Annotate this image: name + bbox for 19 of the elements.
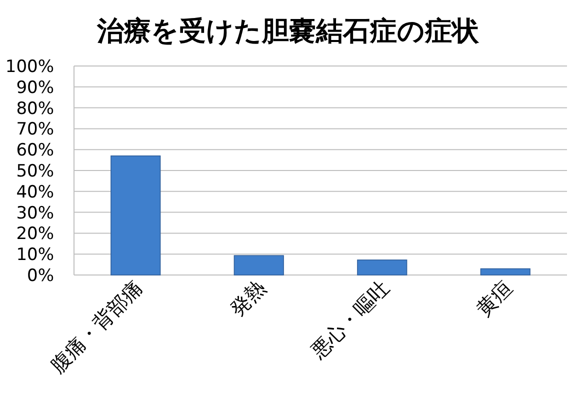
x-tick-label: 発熱 [225,276,270,321]
x-tick-label: 悪心・嘔吐 [305,276,394,364]
y-tick-label: 100% [5,57,54,77]
y-tick-label: 70% [16,120,54,140]
bar [480,268,530,276]
y-tick-label: 30% [16,203,54,224]
y-tick-label: 0% [27,266,54,286]
y-tick-label: 50% [16,162,54,182]
bar [234,255,284,276]
bar [357,260,408,276]
y-tick-label: 80% [16,98,54,119]
y-tick-label: 60% [16,140,54,161]
bar [110,155,161,276]
x-tick-label: 黄疸 [472,276,517,321]
y-tick-label: 10% [16,245,54,266]
y-tick-label: 40% [16,182,54,202]
y-tick-label: 90% [16,78,54,98]
y-tick-label: 20% [16,224,54,244]
chart-title: 治療を受けた胆嚢結石症の症状 [96,16,480,47]
